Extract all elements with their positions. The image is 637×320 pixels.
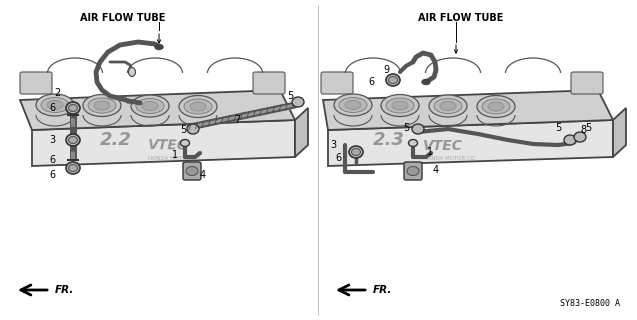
Ellipse shape: [392, 101, 408, 110]
Ellipse shape: [564, 135, 576, 145]
Ellipse shape: [349, 146, 363, 158]
Ellipse shape: [488, 102, 504, 111]
Text: 4: 4: [433, 165, 439, 175]
Ellipse shape: [412, 124, 424, 134]
Polygon shape: [295, 108, 308, 157]
Ellipse shape: [69, 137, 78, 143]
Ellipse shape: [47, 100, 63, 109]
Text: 5: 5: [180, 125, 186, 135]
Text: FR.: FR.: [373, 285, 392, 295]
Text: 7: 7: [234, 115, 240, 125]
Ellipse shape: [136, 99, 164, 114]
Polygon shape: [328, 120, 613, 166]
Ellipse shape: [186, 166, 198, 175]
Polygon shape: [32, 120, 295, 166]
FancyBboxPatch shape: [183, 162, 201, 180]
Ellipse shape: [155, 44, 163, 50]
Text: 6: 6: [49, 103, 55, 113]
Text: VTEC: VTEC: [423, 139, 463, 153]
Ellipse shape: [334, 94, 372, 116]
Ellipse shape: [345, 100, 361, 109]
Ellipse shape: [180, 140, 189, 147]
Ellipse shape: [69, 105, 78, 111]
Text: 3: 3: [49, 135, 55, 145]
Text: AIR FLOW TUBE: AIR FLOW TUBE: [418, 13, 503, 23]
Text: 5: 5: [555, 123, 561, 133]
Text: 5: 5: [585, 123, 591, 133]
Text: 6: 6: [49, 170, 55, 180]
FancyBboxPatch shape: [253, 72, 285, 94]
Text: VTEC: VTEC: [148, 138, 188, 153]
Text: 1: 1: [172, 150, 178, 160]
Ellipse shape: [129, 68, 136, 76]
FancyBboxPatch shape: [571, 72, 603, 94]
Polygon shape: [613, 108, 626, 157]
Ellipse shape: [66, 162, 80, 174]
Text: 1: 1: [427, 147, 433, 157]
Ellipse shape: [440, 101, 456, 110]
Ellipse shape: [386, 74, 400, 86]
Ellipse shape: [41, 98, 69, 113]
Ellipse shape: [142, 101, 158, 110]
FancyBboxPatch shape: [20, 72, 52, 94]
Ellipse shape: [407, 166, 419, 175]
FancyBboxPatch shape: [321, 72, 353, 94]
Ellipse shape: [36, 94, 74, 116]
Text: 6: 6: [368, 77, 374, 87]
Ellipse shape: [83, 94, 121, 116]
Ellipse shape: [131, 95, 169, 117]
Text: 6: 6: [335, 153, 341, 163]
Ellipse shape: [482, 99, 510, 114]
Ellipse shape: [66, 134, 80, 146]
Ellipse shape: [69, 164, 78, 172]
Ellipse shape: [477, 95, 515, 117]
Ellipse shape: [184, 99, 212, 114]
Ellipse shape: [190, 102, 206, 111]
Ellipse shape: [187, 124, 199, 134]
Ellipse shape: [422, 79, 430, 84]
Ellipse shape: [381, 94, 419, 116]
Ellipse shape: [386, 98, 414, 113]
Text: HONDA MOTOR CO: HONDA MOTOR CO: [148, 156, 200, 161]
Ellipse shape: [179, 95, 217, 117]
Ellipse shape: [88, 98, 116, 113]
Text: 3: 3: [330, 140, 336, 150]
Text: HONDA MOTOR CO: HONDA MOTOR CO: [423, 156, 475, 161]
Ellipse shape: [339, 98, 367, 113]
Text: SY83-E0800 A: SY83-E0800 A: [560, 299, 620, 308]
Ellipse shape: [66, 102, 80, 114]
Text: FR.: FR.: [55, 285, 75, 295]
Text: 9: 9: [383, 65, 389, 75]
Text: 8: 8: [580, 125, 586, 135]
Ellipse shape: [574, 132, 586, 142]
Text: 4: 4: [200, 170, 206, 180]
Ellipse shape: [389, 76, 397, 84]
Text: AIR FLOW TUBE: AIR FLOW TUBE: [80, 13, 166, 23]
Ellipse shape: [434, 99, 462, 114]
Ellipse shape: [408, 140, 417, 147]
Ellipse shape: [292, 97, 304, 107]
FancyBboxPatch shape: [404, 162, 422, 180]
Text: 2.3: 2.3: [373, 131, 405, 149]
Ellipse shape: [429, 95, 467, 117]
Polygon shape: [20, 90, 295, 130]
Ellipse shape: [94, 101, 110, 110]
Text: 6: 6: [49, 155, 55, 165]
Ellipse shape: [352, 148, 361, 156]
Text: 5: 5: [287, 91, 293, 101]
Text: 2.2: 2.2: [100, 131, 132, 149]
Text: 5: 5: [403, 123, 409, 133]
Text: 2: 2: [54, 88, 60, 98]
Polygon shape: [323, 90, 613, 130]
